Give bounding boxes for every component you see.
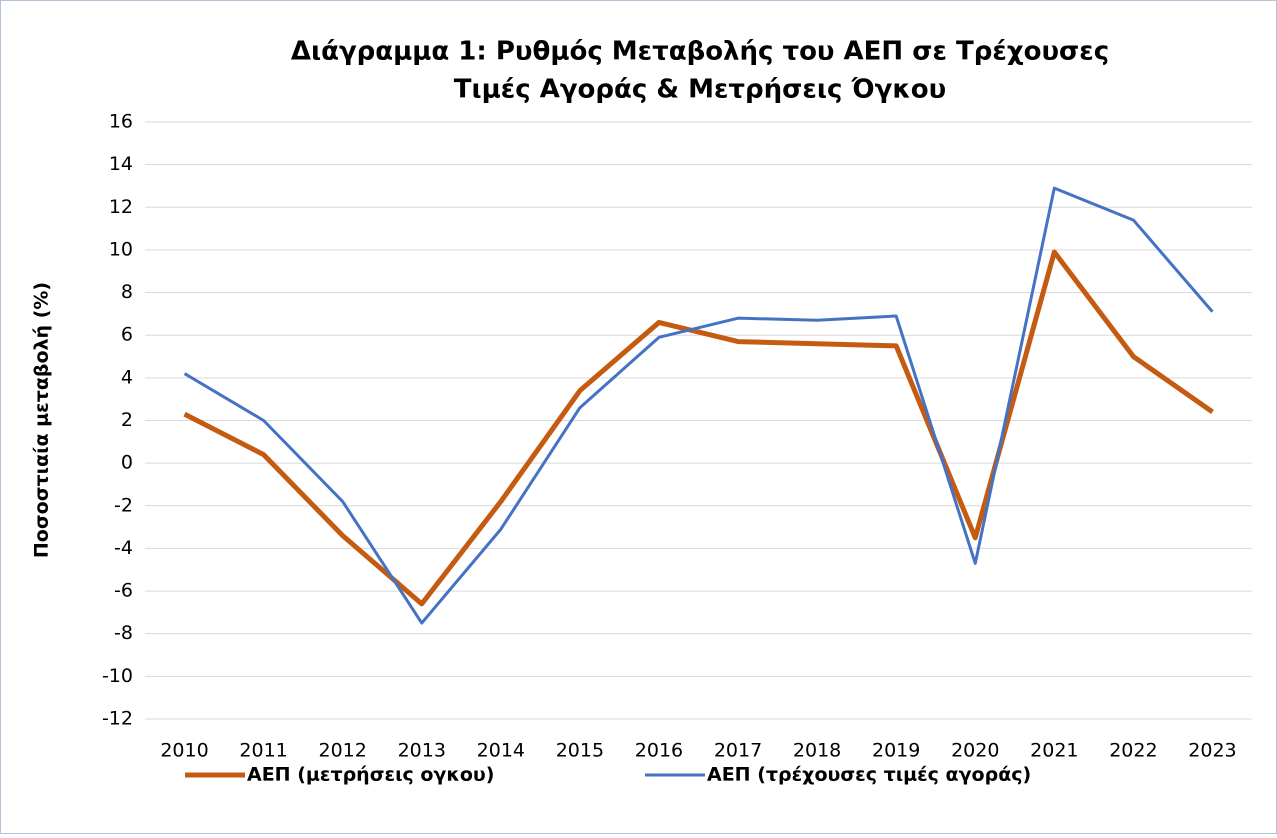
x-tick-label: 2021 bbox=[1030, 740, 1078, 762]
x-tick-label: 2019 bbox=[872, 740, 920, 762]
y-tick-label: 6 bbox=[121, 324, 133, 346]
y-axis-label: Ποσοστιαία μεταβολή (%) bbox=[31, 282, 53, 558]
x-tick-label: 2020 bbox=[951, 740, 999, 762]
chart-title: Διάγραμμα 1: Ρυθμός Μεταβολής του ΑΕΠ σε… bbox=[291, 37, 1109, 67]
y-tick-label: -10 bbox=[102, 665, 133, 687]
x-tick-label: 2016 bbox=[635, 740, 683, 762]
x-tick-label: 2010 bbox=[160, 740, 208, 762]
data-line bbox=[183, 186, 1214, 625]
legend-label: ΑΕΠ (μετρήσεις ογκου) bbox=[247, 764, 494, 786]
x-tick-label: 2015 bbox=[556, 740, 604, 762]
y-tick-label: 10 bbox=[109, 238, 133, 260]
legend-label: ΑΕΠ (τρέχουσες τιμές αγοράς) bbox=[707, 764, 1031, 786]
y-tick-label: -12 bbox=[102, 708, 133, 730]
y-tick-label: -6 bbox=[114, 580, 133, 602]
y-tick-label: 4 bbox=[121, 366, 133, 388]
y-tick-label: 0 bbox=[121, 452, 133, 474]
x-tick-label: 2012 bbox=[318, 740, 366, 762]
y-tick-label: 14 bbox=[109, 153, 133, 175]
x-tick-label: 2022 bbox=[1109, 740, 1157, 762]
x-tick-label: 2011 bbox=[239, 740, 287, 762]
x-tick-label: 2018 bbox=[793, 740, 841, 762]
y-tick-label: -8 bbox=[114, 622, 133, 644]
x-tick-label: 2023 bbox=[1188, 740, 1236, 762]
x-tick-label: 2013 bbox=[398, 740, 446, 762]
x-tick-label: 2017 bbox=[714, 740, 762, 762]
y-tick-label: -4 bbox=[114, 537, 133, 559]
y-tick-label: 16 bbox=[109, 111, 133, 133]
y-tick-label: 2 bbox=[121, 409, 133, 431]
x-tick-label: 2014 bbox=[477, 740, 525, 762]
data-line bbox=[183, 249, 1214, 607]
y-tick-label: 8 bbox=[121, 281, 133, 303]
y-tick-label: -2 bbox=[114, 494, 133, 516]
y-tick-label: 12 bbox=[109, 196, 133, 218]
chart-title: Τιμές Αγοράς & Μετρήσεις Όγκου bbox=[454, 75, 946, 105]
